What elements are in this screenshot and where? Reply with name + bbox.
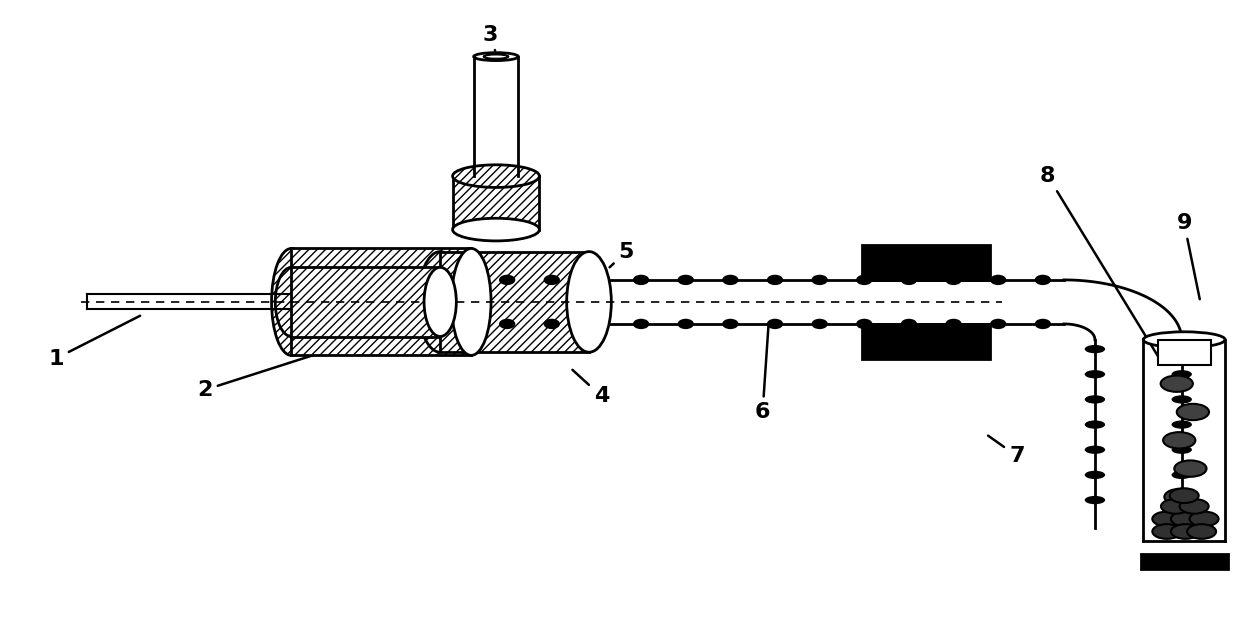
Ellipse shape [1172, 445, 1192, 454]
Circle shape [1152, 524, 1182, 539]
Text: 2: 2 [197, 353, 320, 400]
Ellipse shape [1172, 345, 1192, 353]
Circle shape [1179, 499, 1209, 514]
Ellipse shape [1085, 345, 1105, 353]
Ellipse shape [543, 275, 560, 285]
Text: 8: 8 [1040, 166, 1158, 356]
Circle shape [1169, 488, 1199, 503]
Ellipse shape [1172, 496, 1192, 504]
Circle shape [1164, 489, 1197, 505]
Circle shape [1163, 432, 1195, 448]
Circle shape [1171, 511, 1200, 526]
Text: 5: 5 [610, 242, 634, 267]
Ellipse shape [418, 252, 463, 352]
Bar [440, 252, 589, 352]
Ellipse shape [990, 319, 1007, 329]
Circle shape [1187, 524, 1216, 539]
Circle shape [1174, 460, 1207, 477]
Ellipse shape [498, 319, 516, 329]
Circle shape [1189, 511, 1219, 526]
Bar [453, 176, 539, 230]
Ellipse shape [1034, 319, 1052, 329]
Ellipse shape [722, 275, 739, 285]
Ellipse shape [454, 275, 471, 285]
Ellipse shape [722, 319, 739, 329]
Ellipse shape [498, 275, 516, 285]
Ellipse shape [766, 275, 784, 285]
Text: 3: 3 [482, 25, 497, 51]
Ellipse shape [677, 319, 694, 329]
Ellipse shape [588, 275, 605, 285]
Text: 7: 7 [988, 436, 1024, 466]
Ellipse shape [1172, 370, 1192, 379]
Ellipse shape [275, 267, 308, 337]
Circle shape [1152, 511, 1182, 526]
Circle shape [1161, 376, 1193, 392]
Ellipse shape [1034, 275, 1052, 285]
Circle shape [1171, 524, 1200, 539]
Ellipse shape [453, 165, 539, 187]
Ellipse shape [454, 319, 471, 329]
Bar [291, 267, 440, 337]
Ellipse shape [543, 319, 560, 329]
Ellipse shape [451, 248, 491, 355]
Bar [1141, 554, 1228, 569]
Ellipse shape [484, 55, 508, 58]
Ellipse shape [567, 252, 611, 352]
Ellipse shape [766, 319, 784, 329]
Ellipse shape [632, 319, 650, 329]
Ellipse shape [272, 248, 311, 355]
Text: 6: 6 [755, 323, 770, 422]
Ellipse shape [990, 275, 1007, 285]
Ellipse shape [588, 319, 605, 329]
Ellipse shape [1172, 395, 1192, 404]
Ellipse shape [1085, 445, 1105, 454]
Ellipse shape [1085, 420, 1105, 429]
Ellipse shape [453, 218, 539, 241]
Ellipse shape [856, 275, 873, 285]
Ellipse shape [1085, 496, 1105, 504]
Ellipse shape [424, 267, 456, 337]
Ellipse shape [945, 319, 962, 329]
Circle shape [1177, 404, 1209, 420]
Bar [440, 280, 1064, 324]
Text: 9: 9 [1177, 213, 1200, 299]
Ellipse shape [945, 275, 962, 285]
Ellipse shape [1172, 420, 1192, 429]
Ellipse shape [856, 319, 873, 329]
Ellipse shape [900, 275, 918, 285]
Ellipse shape [632, 275, 650, 285]
Ellipse shape [900, 319, 918, 329]
Ellipse shape [811, 319, 828, 329]
Ellipse shape [1143, 331, 1225, 347]
Bar [862, 245, 990, 280]
Ellipse shape [1085, 370, 1105, 379]
Ellipse shape [811, 275, 828, 285]
Ellipse shape [1172, 470, 1192, 479]
Ellipse shape [474, 53, 518, 60]
Ellipse shape [1085, 395, 1105, 404]
Ellipse shape [1085, 470, 1105, 479]
Circle shape [1161, 499, 1190, 514]
Bar [1158, 340, 1210, 365]
Text: 1: 1 [48, 316, 140, 369]
Ellipse shape [677, 275, 694, 285]
Bar [291, 248, 471, 355]
Bar [862, 324, 990, 359]
Text: 4: 4 [573, 370, 609, 406]
